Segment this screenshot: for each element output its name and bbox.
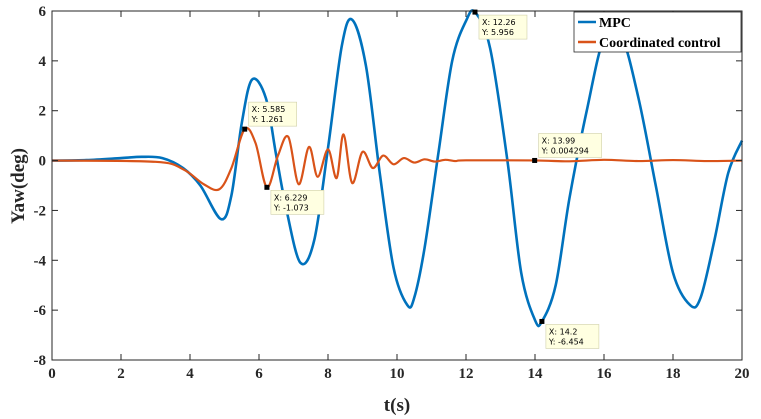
legend-box xyxy=(573,11,742,53)
datatip-marker xyxy=(264,184,270,190)
datatip-y-value: Y: 1.261 xyxy=(251,115,284,124)
x-tick-label: 14 xyxy=(528,366,544,382)
datatip-y-value: Y: -1.073 xyxy=(273,203,309,212)
datatip-y-value: Y: 5.956 xyxy=(481,28,514,37)
datatip[interactable]: X: 12.26Y: 5.956 xyxy=(472,9,528,40)
y-tick-label: -4 xyxy=(34,253,47,269)
x-tick-label: 2 xyxy=(117,366,125,382)
datatip-box xyxy=(248,101,297,127)
datatip[interactable]: X: 13.99Y: 0.004294 xyxy=(532,133,602,163)
datatip[interactable]: X: 14.2Y: -6.454 xyxy=(539,318,600,349)
datatip-box xyxy=(270,190,325,215)
datatip-x-value: X: 13.99 xyxy=(542,136,576,145)
y-tick-label: 6 xyxy=(39,4,47,20)
x-tick-label: 8 xyxy=(324,366,332,382)
datatip-marker xyxy=(532,157,538,163)
ticks-layer: 0 2 4 6 8 10 12 14 16 18 20 -8 -6 -4 -2 0 2 4 6 xyxy=(34,4,750,382)
datatip-box xyxy=(478,14,528,40)
y-tick-label: -8 xyxy=(34,353,47,369)
y-tick-label: 0 xyxy=(39,154,47,170)
x-tick-label: 12 xyxy=(459,366,474,382)
datatip-y-value: Y: -6.454 xyxy=(548,337,584,346)
datatip-x-value: X: 5.585 xyxy=(252,105,286,114)
y-tick-label: -2 xyxy=(34,203,47,219)
datatip-box xyxy=(538,133,602,158)
x-tick-label: 20 xyxy=(735,366,750,382)
legend-label-coordinated-control: Coordinated control xyxy=(599,36,721,51)
x-tick-label: 0 xyxy=(48,366,56,382)
datatip-box xyxy=(545,324,600,349)
y-axis-label: Yaw(deg) xyxy=(8,148,29,224)
datatip-x-value: X: 14.2 xyxy=(549,327,578,336)
datatip-marker xyxy=(242,126,248,132)
y-tick-label: 2 xyxy=(39,104,47,120)
datatip-x-value: X: 12.26 xyxy=(482,18,516,27)
datatip-marker xyxy=(472,9,478,15)
x-tick-label: 6 xyxy=(255,366,263,382)
y-tick-label: -6 xyxy=(34,303,47,319)
x-tick-label: 10 xyxy=(390,366,405,382)
x-tick-label: 16 xyxy=(597,366,613,382)
datatip-y-value: Y: 0.004294 xyxy=(541,146,589,155)
x-axis-label: t(s) xyxy=(384,395,410,416)
x-tick-label: 18 xyxy=(666,366,681,382)
legend: MPC Coordinated control xyxy=(573,11,742,53)
x-tick-label: 4 xyxy=(186,366,194,382)
legend-label-mpc: MPC xyxy=(599,16,631,31)
datatip-x-value: X: 6.229 xyxy=(274,193,308,202)
y-tick-label: 4 xyxy=(39,54,47,70)
plot-area xyxy=(52,11,742,360)
datatip-marker xyxy=(539,318,545,324)
